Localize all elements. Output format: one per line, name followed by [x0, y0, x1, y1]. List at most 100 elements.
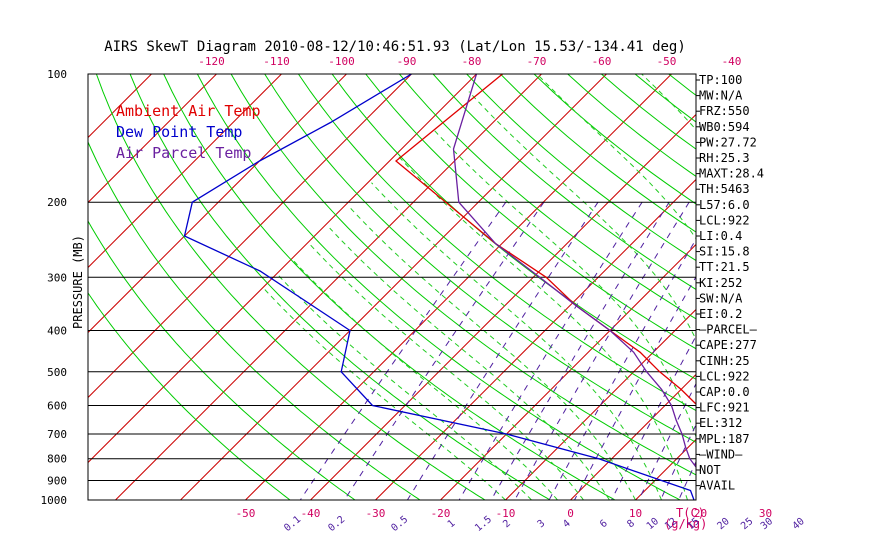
moist-adiabat-line	[293, 260, 558, 500]
moist-adiabat-line	[348, 206, 636, 500]
plot-area	[0, 74, 870, 500]
dry-adiabat-line	[264, 74, 696, 443]
plot-frame	[87, 73, 697, 501]
dry-adiabat-line	[399, 74, 696, 320]
index-entry: CINH:25	[699, 354, 750, 368]
mixing-ratio-line	[299, 201, 507, 500]
index-entry: TP:100	[699, 73, 742, 87]
mixing-ratio-tick-label: 1	[446, 518, 458, 530]
top-temp-tick-label: -50	[657, 55, 677, 68]
isotherm-line	[88, 74, 282, 269]
mixing-ratio-tick-label: 10	[645, 516, 661, 532]
isotherm-line	[88, 74, 217, 204]
top-temp-tick-label: -60	[592, 55, 612, 68]
pressure-tick-label: 600	[47, 400, 67, 413]
index-entry: PW:27.72	[699, 135, 757, 149]
mixing-ratio-tick-label: 0.2	[326, 514, 347, 534]
bottom-temp-tick-label: -20	[431, 507, 451, 520]
isobar-lines	[88, 74, 696, 500]
legend-entry: Ambient Air Temp	[116, 102, 261, 120]
pressure-tick-label: 400	[47, 325, 67, 338]
top-temp-tick-label: -70	[527, 55, 547, 68]
index-entry: LCL:922	[699, 369, 750, 383]
y-axis-label: PRESSURE (MB)	[71, 235, 85, 329]
index-entry: TT:21.5	[699, 260, 750, 274]
dry-adiabat-line	[466, 74, 696, 262]
top-temp-tick-label: -110	[263, 55, 290, 68]
mixing-ratio-line	[660, 423, 696, 500]
mixing-ratio-tick-label: 3	[536, 518, 548, 530]
isotherm-line	[180, 74, 607, 500]
mixing-ratio-line	[775, 202, 870, 500]
top-temp-tick-labels: -120 -110 -100 -90 -80 -70 -60 -50 -40	[198, 55, 741, 68]
dry-adiabat-line	[88, 292, 291, 500]
index-entry: EL:312	[699, 416, 742, 430]
pressure-tick-label: 700	[47, 428, 67, 441]
index-entry: LCL:922	[699, 213, 750, 227]
mixing-ratio-unit-label: (g/kg)	[664, 517, 707, 531]
mixing-ratio-line	[514, 201, 690, 500]
mixing-ratio-tick-label: 8	[625, 518, 637, 530]
profile-series	[183, 74, 696, 500]
dry-adiabat-line	[297, 74, 696, 412]
dry-adiabat-line	[163, 74, 616, 500]
mixing-ratio-line	[490, 201, 670, 500]
mixing-ratio-tick-label: 20	[715, 516, 731, 532]
chart-title: AIRS SkewT Diagram 2010-08-12/10:46:51.9…	[104, 39, 686, 55]
mixing-ratio-tick-labels: 0.1 0.2 0.5 1 1.5 2 3 4 6 8 10 12 15 20 25 30 40	[282, 514, 807, 534]
bottom-temp-tick-labels: -50 -40 -30 -20 -10 0 10 20 30	[236, 507, 773, 520]
top-temp-tick-label: -120	[198, 55, 225, 68]
mixing-ratio-line	[548, 238, 696, 500]
dry-adiabat-line	[803, 74, 870, 500]
dry-adiabat-line	[95, 74, 486, 500]
isotherm-line	[440, 243, 696, 500]
index-entry: EI:0.2	[699, 307, 742, 321]
pressure-tick-label: 100	[47, 68, 67, 81]
dry-adiabat-line	[837, 74, 870, 500]
bottom-temp-tick-label: -10	[496, 507, 516, 520]
pressure-tick-label: 300	[47, 271, 67, 284]
pressure-tick-label: 1000	[41, 494, 68, 507]
pressure-tick-label: 200	[47, 196, 67, 209]
plot-border	[87, 73, 697, 501]
moist-adiabat-line	[308, 243, 584, 500]
top-temp-tick-label: -100	[328, 55, 355, 68]
isotherm-line	[310, 113, 696, 500]
index-entry: TH:5463	[699, 182, 750, 196]
pressure-tick-labels: 100 200 300 400 500 600 700 800 900 1000	[41, 68, 68, 507]
top-temp-tick-label: -80	[462, 55, 482, 68]
mixing-ratio-tick-label: 0.5	[389, 514, 410, 534]
mixing-ratio-line	[806, 202, 870, 500]
mixing-ratio-tick-label: 25	[739, 516, 755, 532]
legend-entry: Dew Point Temp	[116, 123, 242, 141]
index-entry: NOT	[699, 463, 721, 477]
mixing-ratio-tick-label: 6	[598, 518, 610, 530]
dry-adiabat-line	[365, 74, 696, 350]
mixing-ratio-line	[343, 201, 545, 500]
bottom-temp-tick-label: 0	[567, 507, 574, 520]
mixing-ratio-tick-label: 1.5	[473, 514, 494, 534]
index-entry: LI:0.4	[699, 229, 742, 243]
dry-adiabat-line	[88, 220, 356, 500]
index-entry: SW:N/A	[699, 291, 743, 305]
moist-adiabat-line	[329, 227, 610, 500]
isotherm-line	[0, 74, 22, 500]
index-entry: SI:15.8	[699, 245, 750, 259]
dry-adiabat-line	[432, 74, 696, 291]
pressure-tick-label: 500	[47, 366, 67, 379]
index-entry: CAPE:277	[699, 338, 757, 352]
index-entry: MW:N/A	[699, 89, 743, 103]
bottom-temp-tick-label: 20	[694, 507, 707, 520]
index-entry: WB0:594	[699, 120, 750, 134]
dry-adiabat-line	[129, 74, 551, 500]
pressure-tick-label: 900	[47, 475, 67, 488]
legend-entry: Air Parcel Temp	[116, 144, 251, 162]
isotherm-line	[831, 74, 870, 500]
bottom-temp-tick-label: -30	[366, 507, 386, 520]
mixing-ratio-tick-label: 2	[501, 518, 513, 530]
dry-adiabat-line	[230, 74, 696, 476]
index-entry: KI:252	[699, 276, 742, 290]
mixing-ratio-tick-label: 40	[791, 516, 807, 532]
isotherm-line	[115, 74, 542, 500]
